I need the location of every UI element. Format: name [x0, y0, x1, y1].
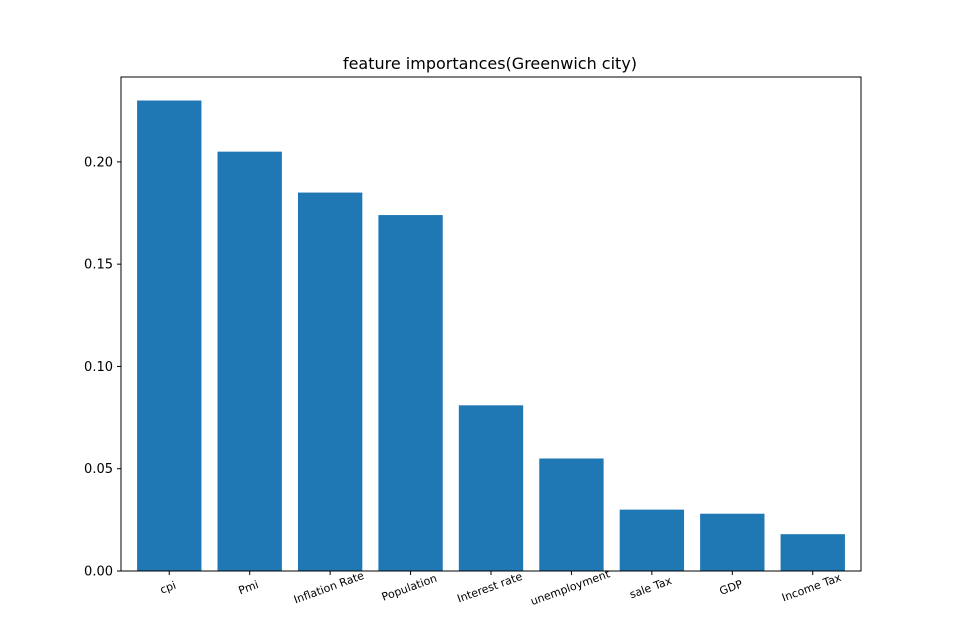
- y-tick-label: 0.05: [84, 462, 113, 477]
- y-tick-label: 0.10: [84, 360, 113, 375]
- y-tick-label: 0.15: [84, 258, 113, 273]
- plot-frame: [120, 76, 862, 572]
- bar: [700, 513, 765, 571]
- x-tick-label: Income Tax: [780, 571, 843, 605]
- bar: [137, 100, 202, 572]
- bar: [297, 192, 363, 571]
- x-axis: cpi Pmi Inflation Rate Population Interest r…: [158, 567, 843, 608]
- bar: [619, 509, 685, 571]
- bar: [378, 215, 443, 571]
- x-tick-label: sale Tax: [628, 574, 674, 601]
- bar: [458, 405, 524, 571]
- x-tick-label: Pmi: [237, 578, 261, 597]
- x-tick-label: unemployment: [529, 567, 613, 608]
- x-tick-label: GDP: [718, 577, 745, 597]
- y-axis: 0.00 0.05 0.10 0.15 0.20: [84, 155, 121, 580]
- chart-title: feature importances(Greenwich city): [343, 54, 637, 73]
- x-tick-label: Population: [380, 572, 439, 604]
- bar: [539, 458, 604, 571]
- x-tick-label: Inflation Rate: [292, 569, 366, 606]
- bars-group: [137, 100, 845, 572]
- y-tick-label: 0.00: [84, 565, 113, 580]
- bar: [780, 534, 845, 571]
- x-tick-label: cpi: [158, 579, 178, 597]
- y-tick-label: 0.20: [84, 155, 113, 170]
- bar: [217, 151, 282, 571]
- x-tick-label: Interest rate: [456, 570, 525, 606]
